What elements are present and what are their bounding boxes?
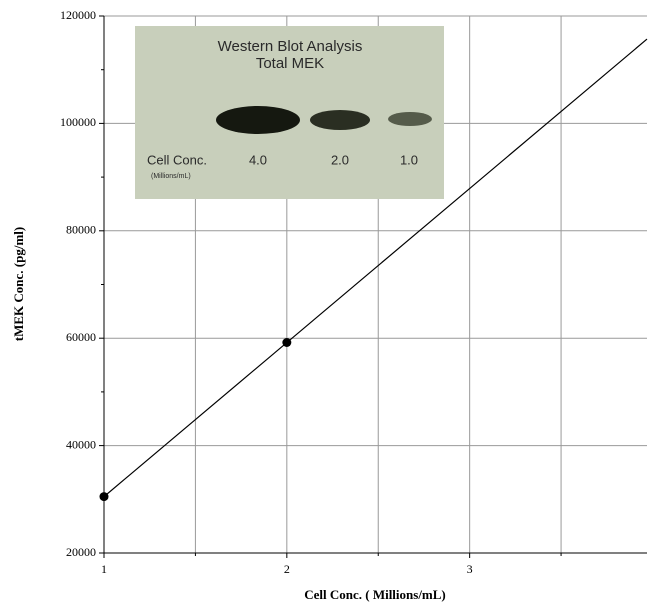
data-point [100,492,109,501]
blot-band [216,106,300,134]
x-tick-label: 1 [101,562,107,576]
chart: tMEK Conc. (pg/ml) Cell Conc. ( Millions… [0,0,649,604]
blot-row-label: Cell Conc. [147,152,207,167]
y-tick-label: 120000 [60,8,96,22]
y-axis-label: tMEK Conc. (pg/ml) [11,227,26,341]
y-tick-label: 100000 [60,115,96,129]
x-tick-label: 3 [467,562,473,576]
blot-band [388,112,432,126]
x-tick-label: 2 [284,562,290,576]
blot-row-unit: (Millions/mL) [151,173,191,180]
blot-lane-label: 1.0 [400,152,418,167]
blot-band [310,110,370,130]
y-tick-label: 20000 [66,545,96,559]
y-tick-label: 60000 [66,330,96,344]
blot-lane-label: 4.0 [249,152,267,167]
blot-subtitle: Total MEK [256,55,324,72]
blot-lane-label: 2.0 [331,152,349,167]
blot-title: Western Blot Analysis [218,38,363,55]
x-axis-label: Cell Conc. ( Millions/mL) [304,587,446,602]
western-blot-inset: Western Blot Analysis Total MEK Cell Con… [135,26,444,199]
data-point [282,338,291,347]
y-tick-label: 40000 [66,437,96,451]
y-tick-label: 80000 [66,223,96,237]
